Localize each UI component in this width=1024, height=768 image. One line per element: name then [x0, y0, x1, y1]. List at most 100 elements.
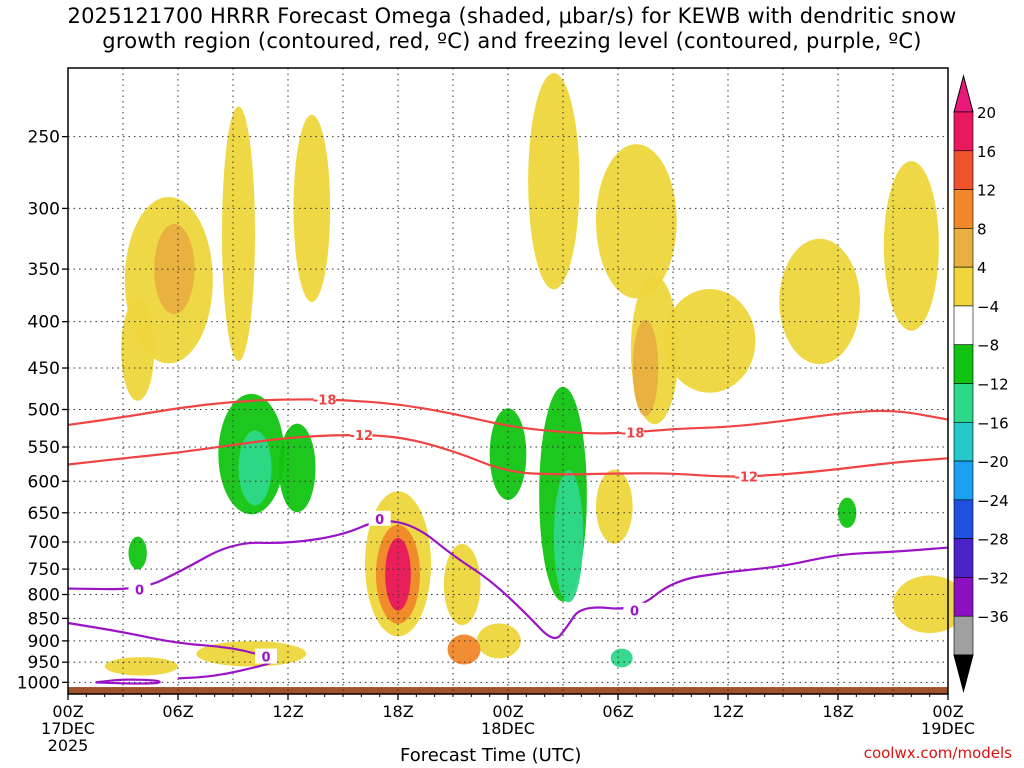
- contour-label-bg: [623, 602, 646, 618]
- contour-label-bg: [621, 424, 644, 440]
- colorbar-label: −16: [977, 414, 1009, 432]
- y-tick-label: 600: [28, 472, 60, 492]
- contour-label: -12: [735, 470, 759, 485]
- omega-region-descent: [278, 423, 316, 513]
- colorbar-top-arrow: [953, 74, 974, 113]
- colorbar-label: −4: [977, 298, 999, 316]
- x-tick-label: 17DEC: [41, 719, 95, 738]
- grid-lines: [68, 68, 948, 694]
- y-tick-label: 550: [28, 438, 60, 458]
- colorbar-bottom-arrow: [953, 654, 974, 693]
- omega-region-ascent: [528, 73, 580, 290]
- omega-region-ascent: [196, 641, 307, 667]
- colorbar-label: −32: [977, 569, 1009, 587]
- colorbar-segment: [953, 615, 974, 656]
- x-axis-label: Forecast Time (UTC): [400, 745, 582, 766]
- colorbar-segment: [953, 460, 974, 501]
- omega-region-ascent: [447, 634, 481, 665]
- colorbar-segment: [953, 344, 974, 384]
- contour-label-bg: [255, 648, 277, 664]
- contour-label-bg: [313, 391, 336, 407]
- contour-line-dgz: [67, 434, 949, 478]
- colorbar-segment: [953, 499, 974, 539]
- x-tick-label: 00Z: [52, 702, 83, 721]
- colorbar-label: 16: [977, 143, 996, 161]
- x-tick-label: 19DEC: [921, 719, 975, 738]
- x-tick-label: 06Z: [162, 702, 193, 721]
- colorbar-label: −24: [977, 492, 1009, 510]
- contour-label: -18: [621, 427, 645, 442]
- colorbar-segment: [953, 150, 974, 190]
- colorbar-label: 20: [977, 104, 996, 122]
- y-tick-label: 300: [28, 199, 60, 219]
- y-tick-label: 1000: [17, 673, 60, 693]
- colorbar-label: −20: [977, 453, 1009, 471]
- omega-region-descent: [238, 430, 272, 506]
- colorbar-label: −36: [977, 608, 1009, 626]
- contour-line-dgz: [67, 398, 949, 435]
- omega-region-ascent: [222, 106, 255, 362]
- y-tick-label: 950: [28, 653, 60, 673]
- omega-region-ascent: [104, 657, 178, 676]
- omega-region-descent: [838, 497, 857, 528]
- contour-line-freezing: [67, 621, 274, 680]
- omega-region-ascent: [663, 289, 756, 393]
- y-tick-label: 250: [28, 128, 60, 148]
- contour-line-freezing: [67, 520, 949, 640]
- colorbar: 20 16 12 8 4 −4 −8 −12 −16 −20 −24 −28 −32 −36: [953, 74, 1009, 693]
- contour-label: -18: [313, 394, 337, 409]
- contour-label: 0: [375, 513, 384, 528]
- y-tick-label: 900: [28, 632, 60, 652]
- colorbar-segment: [953, 266, 974, 307]
- omega-region-ascent: [154, 223, 195, 315]
- contour-label: -12: [350, 429, 374, 444]
- contour-label: 0: [630, 605, 639, 620]
- y-tick-label: 500: [28, 400, 60, 420]
- chart-title-line-2: growth region (contoured, red, ºC) and f…: [102, 29, 922, 53]
- x-tick-label: 00Z: [932, 702, 963, 721]
- colorbar-label: 12: [977, 182, 996, 200]
- colorbar-label: 4: [977, 259, 987, 277]
- contour-label: 0: [261, 651, 270, 666]
- x-tick-label: 18Z: [822, 702, 853, 721]
- contour-label-bg: [735, 468, 758, 484]
- colorbar-segment: [953, 421, 974, 462]
- contour-label-bg: [350, 427, 373, 443]
- x-tick-label: 12Z: [272, 702, 303, 721]
- y-tick-label: 450: [28, 359, 60, 379]
- y-tick-label: 800: [28, 586, 60, 606]
- omega-region-ascent: [883, 161, 939, 331]
- contour-label: 0: [135, 584, 144, 599]
- colorbar-segment: [953, 189, 974, 229]
- temperature-contours: -18 -18 -12 -12 0 0 0 0: [67, 391, 949, 685]
- omega-region-ascent: [779, 238, 861, 365]
- x-tick-label: 2025: [48, 736, 89, 755]
- omega-region-ascent: [443, 544, 481, 626]
- colorbar-segment: [953, 577, 974, 617]
- y-tick-label: 700: [28, 533, 60, 553]
- y-tick-label: 350: [28, 260, 60, 280]
- y-tick-label: 400: [28, 313, 60, 333]
- colorbar-label: 8: [977, 220, 987, 238]
- x-tick-label: 18Z: [382, 702, 413, 721]
- omega-region-descent: [553, 470, 584, 603]
- axes: 250 300 350 400 450 500 550 600 650 700 750 800 850 9…: [17, 67, 975, 755]
- y-tick-label: 750: [28, 560, 60, 580]
- x-tick-label: 06Z: [602, 702, 633, 721]
- y-tick-label: 650: [28, 504, 60, 524]
- colorbar-label: −8: [977, 337, 999, 355]
- x-tick-label: 12Z: [712, 702, 743, 721]
- colorbar-segment: [953, 383, 974, 423]
- contour-label-bg: [368, 510, 391, 526]
- colorbar-segment: [953, 305, 974, 346]
- x-tick-label: 00Z: [492, 702, 523, 721]
- chart-title-line-1: 2025121700 HRRR Forecast Omega (shaded, …: [67, 4, 957, 28]
- credit-text[interactable]: coolwx.com/models: [863, 744, 1012, 762]
- y-tick-label: 850: [28, 609, 60, 629]
- colorbar-label: −12: [977, 376, 1009, 394]
- omega-region-descent: [610, 648, 633, 668]
- contour-line-freezing: [95, 678, 161, 685]
- omega-region-ascent: [596, 144, 677, 299]
- contour-label-bg: [128, 581, 151, 597]
